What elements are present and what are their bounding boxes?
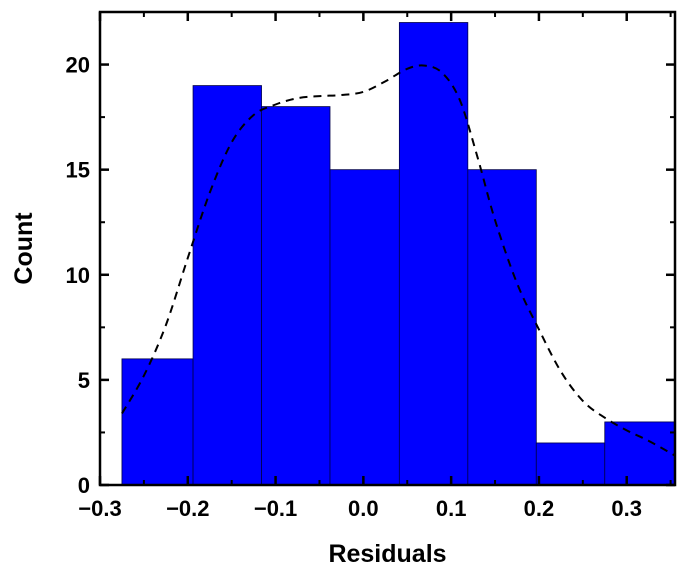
histogram-bar-5 (398, 22, 469, 486)
x-axis-title: Residuals (328, 540, 446, 568)
x-tick-label: 0.0 (348, 496, 379, 521)
fit-curve-line (121, 64, 676, 457)
y-tick-label: 0 (78, 473, 90, 498)
histogram-bar-7 (535, 442, 606, 486)
x-tick-label: 0.3 (611, 496, 642, 521)
x-tick-label: 0.1 (436, 496, 467, 521)
x-tick-label: −0.1 (254, 496, 297, 521)
fit-curve-layer (121, 64, 676, 457)
histogram-bar-4 (329, 169, 400, 486)
histogram-bar-6 (467, 169, 537, 486)
y-tick-label: 10 (66, 263, 90, 288)
x-tick-label: −0.3 (78, 496, 121, 521)
plot-frame (98, 10, 677, 487)
histogram-bar-3 (261, 106, 331, 486)
y-tick-label: 15 (66, 158, 90, 183)
y-tick-label: 5 (78, 368, 90, 393)
histogram-bars (121, 22, 676, 486)
x-axis-ticks: −0.3 −0.2 −0.1 0.0 0.1 0.2 0.3 (78, 12, 672, 521)
y-axis-ticks: 0 5 10 15 20 (66, 53, 675, 498)
histogram-bar-2 (192, 85, 262, 486)
histogram-bar-1 (121, 358, 194, 486)
y-tick-label: 20 (66, 53, 90, 78)
x-tick-label: −0.2 (166, 496, 209, 521)
y-axis-title: Count (10, 212, 38, 285)
x-tick-label: 0.2 (524, 496, 555, 521)
histogram-bar-8 (604, 421, 676, 486)
